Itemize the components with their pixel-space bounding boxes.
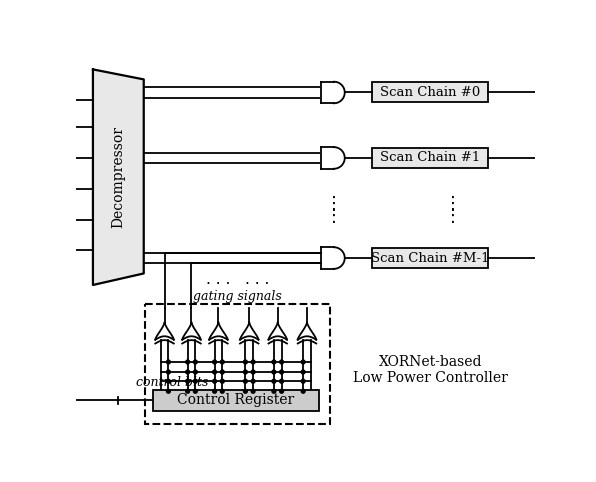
Polygon shape bbox=[298, 323, 316, 340]
Text: ⋮: ⋮ bbox=[325, 195, 343, 213]
Text: Scan Chain #0: Scan Chain #0 bbox=[380, 86, 480, 99]
Circle shape bbox=[251, 389, 255, 393]
Circle shape bbox=[186, 370, 190, 374]
Text: Control Register: Control Register bbox=[177, 393, 294, 407]
Circle shape bbox=[243, 370, 247, 374]
Bar bbox=[372, 148, 488, 168]
Circle shape bbox=[243, 379, 247, 383]
Text: Scan Chain #M-1: Scan Chain #M-1 bbox=[371, 252, 489, 265]
Text: ⋮: ⋮ bbox=[444, 195, 462, 213]
Circle shape bbox=[194, 379, 197, 383]
Circle shape bbox=[272, 379, 276, 383]
Circle shape bbox=[251, 370, 255, 374]
Bar bbox=[153, 390, 318, 411]
Circle shape bbox=[166, 370, 170, 374]
Text: ⋮: ⋮ bbox=[444, 207, 462, 225]
Circle shape bbox=[280, 379, 284, 383]
Circle shape bbox=[251, 379, 255, 383]
Circle shape bbox=[213, 389, 216, 393]
Circle shape bbox=[213, 360, 216, 364]
Circle shape bbox=[166, 379, 170, 383]
Circle shape bbox=[194, 360, 197, 364]
Polygon shape bbox=[156, 323, 174, 340]
Circle shape bbox=[194, 370, 197, 374]
Circle shape bbox=[221, 360, 224, 364]
Circle shape bbox=[221, 379, 224, 383]
Circle shape bbox=[221, 370, 224, 374]
Circle shape bbox=[194, 389, 197, 393]
Text: Scan Chain #1: Scan Chain #1 bbox=[380, 151, 480, 164]
Polygon shape bbox=[268, 323, 287, 340]
Circle shape bbox=[301, 370, 305, 374]
Circle shape bbox=[243, 389, 247, 393]
Circle shape bbox=[280, 360, 284, 364]
Circle shape bbox=[221, 389, 224, 393]
Circle shape bbox=[280, 389, 284, 393]
Polygon shape bbox=[240, 323, 259, 340]
Circle shape bbox=[301, 379, 305, 383]
Polygon shape bbox=[209, 323, 228, 340]
Circle shape bbox=[186, 360, 190, 364]
Text: ⋮: ⋮ bbox=[325, 207, 343, 225]
Bar bbox=[372, 248, 488, 268]
Text: · · ·   · · ·: · · · · · · bbox=[206, 278, 269, 293]
Circle shape bbox=[272, 389, 276, 393]
Polygon shape bbox=[321, 147, 344, 169]
Circle shape bbox=[272, 370, 276, 374]
Text: control bits: control bits bbox=[136, 376, 209, 389]
Polygon shape bbox=[182, 323, 201, 340]
Circle shape bbox=[280, 370, 284, 374]
Polygon shape bbox=[321, 247, 344, 269]
Circle shape bbox=[186, 389, 190, 393]
Text: XORNet-based
Low Power Controller: XORNet-based Low Power Controller bbox=[353, 355, 508, 385]
Polygon shape bbox=[321, 82, 344, 103]
Bar bbox=[372, 82, 488, 103]
Circle shape bbox=[272, 360, 276, 364]
Text: Decompressor: Decompressor bbox=[111, 126, 125, 228]
Polygon shape bbox=[93, 69, 144, 285]
Circle shape bbox=[213, 370, 216, 374]
Circle shape bbox=[166, 360, 170, 364]
Circle shape bbox=[166, 389, 170, 393]
Circle shape bbox=[301, 389, 305, 393]
Circle shape bbox=[243, 360, 247, 364]
Text: gating signals: gating signals bbox=[193, 290, 282, 303]
Circle shape bbox=[301, 360, 305, 364]
Circle shape bbox=[213, 379, 216, 383]
Circle shape bbox=[186, 379, 190, 383]
Circle shape bbox=[251, 360, 255, 364]
Bar bbox=[145, 304, 330, 424]
